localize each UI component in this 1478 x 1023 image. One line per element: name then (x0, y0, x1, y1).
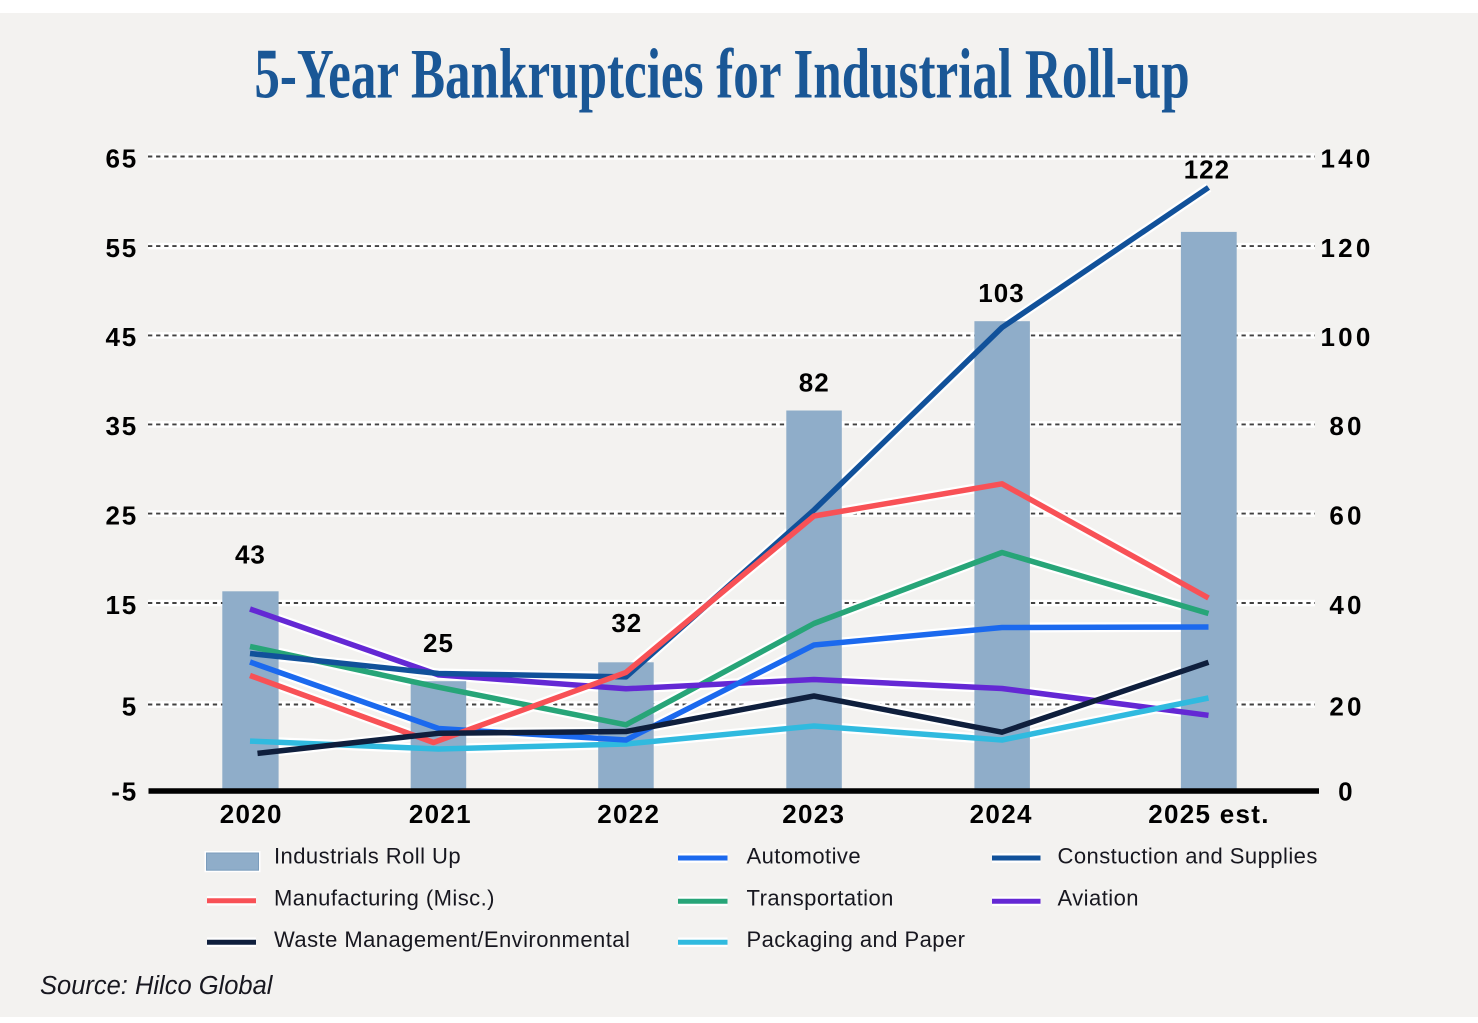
svg-text:5-Year Bankruptcies for Indust: 5-Year Bankruptcies for Industrial Roll-… (254, 36, 1189, 114)
svg-text:Waste Management/Environmental: Waste Management/Environmental (274, 927, 630, 952)
svg-text:2023: 2023 (782, 799, 845, 829)
svg-text:5: 5 (122, 691, 138, 721)
svg-text:2020: 2020 (220, 799, 283, 829)
svg-text:65: 65 (105, 143, 138, 173)
svg-text:2021: 2021 (409, 799, 472, 829)
svg-text:Automotive: Automotive (747, 844, 862, 869)
svg-text:2022: 2022 (597, 799, 660, 829)
svg-text:-5: -5 (111, 777, 138, 807)
svg-text:140: 140 (1321, 143, 1374, 173)
svg-text:82: 82 (799, 367, 830, 397)
svg-text:32: 32 (611, 608, 642, 638)
svg-text:80: 80 (1329, 411, 1364, 441)
svg-text:Aviation: Aviation (1058, 886, 1139, 911)
svg-text:Transportation: Transportation (747, 886, 894, 911)
svg-text:60: 60 (1329, 500, 1364, 530)
svg-text:25: 25 (423, 628, 454, 658)
svg-text:103: 103 (978, 278, 1024, 308)
svg-text:25: 25 (105, 500, 138, 530)
svg-text:55: 55 (105, 233, 138, 263)
svg-text:122: 122 (1184, 155, 1230, 185)
svg-text:120: 120 (1321, 233, 1374, 263)
svg-text:35: 35 (105, 411, 138, 441)
svg-text:100: 100 (1321, 322, 1374, 352)
svg-text:2024: 2024 (970, 799, 1033, 829)
svg-text:2025 est.: 2025 est. (1148, 799, 1270, 829)
svg-text:0: 0 (1338, 777, 1356, 807)
svg-text:Industrials Roll Up: Industrials Roll Up (274, 844, 461, 869)
svg-text:15: 15 (105, 590, 138, 620)
svg-text:20: 20 (1329, 691, 1364, 721)
svg-text:45: 45 (105, 322, 138, 352)
svg-text:Manufacturing (Misc.): Manufacturing (Misc.) (274, 886, 495, 911)
svg-text:Constuction and Supplies: Constuction and Supplies (1058, 844, 1318, 869)
svg-text:Packaging and Paper: Packaging and Paper (747, 927, 966, 952)
svg-text:Source: Hilco Global: Source: Hilco Global (40, 972, 274, 1000)
svg-text:40: 40 (1329, 590, 1364, 620)
svg-text:43: 43 (235, 539, 266, 569)
